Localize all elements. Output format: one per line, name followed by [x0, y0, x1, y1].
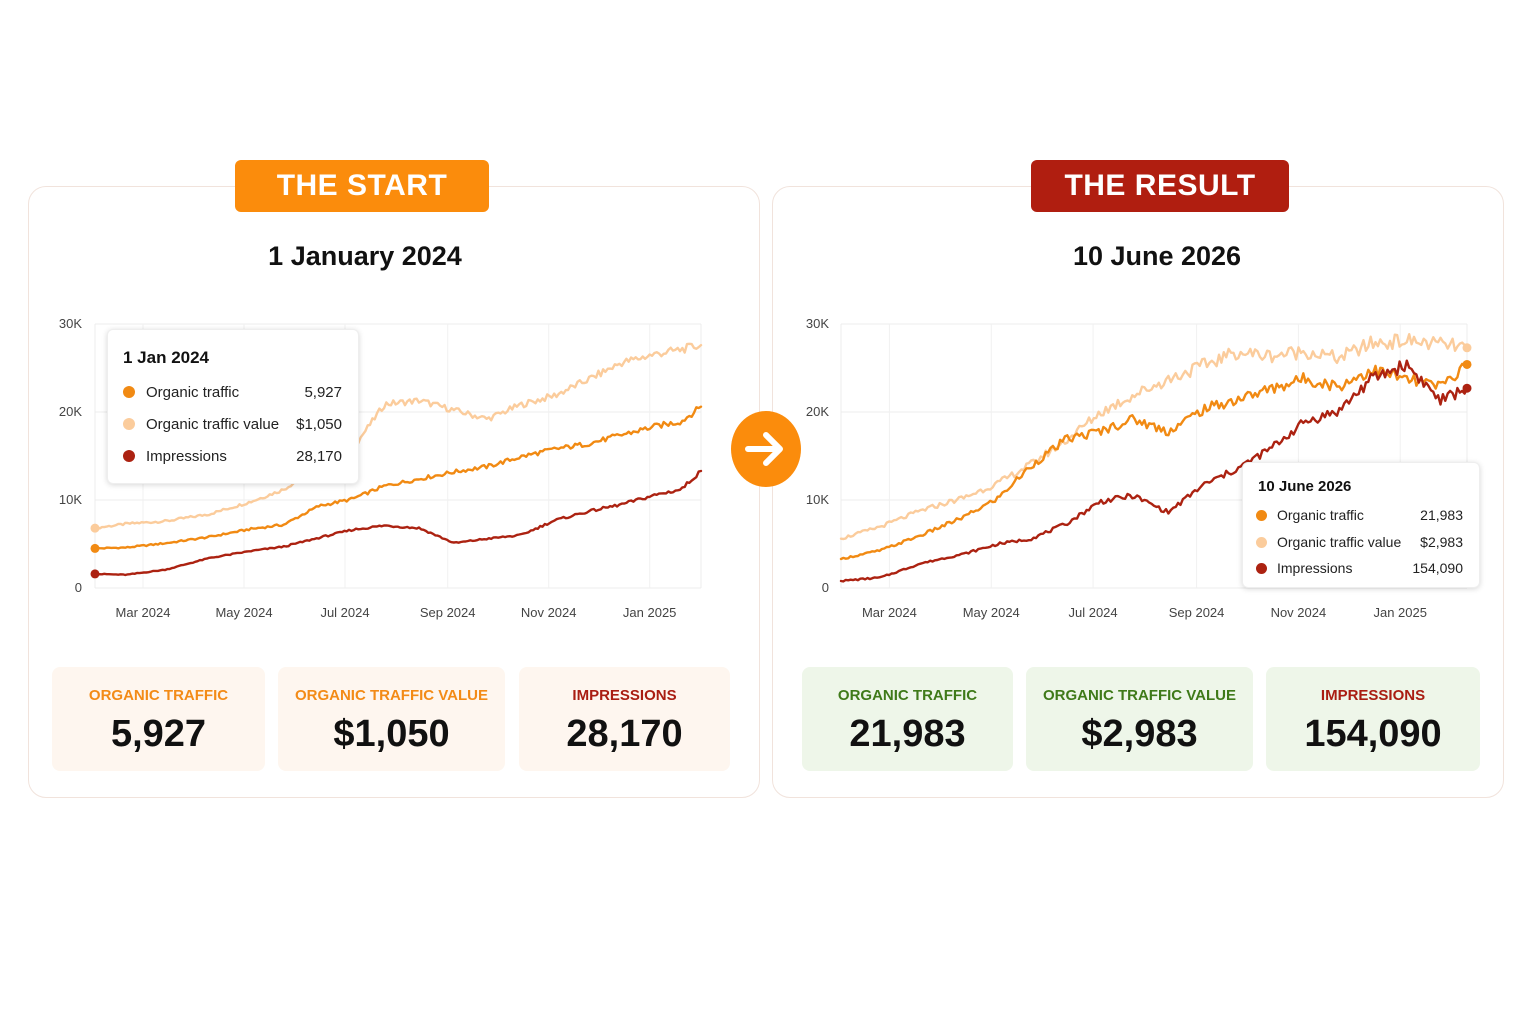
tooltip-value: 154,090 — [1412, 560, 1463, 576]
result-y-tick-label: 0 — [822, 580, 829, 595]
start-banner: THE START — [235, 160, 489, 212]
start-y-tick-label: 10K — [59, 492, 82, 507]
organic-traffic-value-dot-icon — [1256, 536, 1267, 548]
result-x-tick-label: Mar 2024 — [862, 605, 917, 620]
result-series-line-impressions — [839, 359, 1469, 583]
start-y-tick-label: 30K — [59, 316, 82, 331]
result-y-tick-label: 20K — [806, 404, 829, 419]
tooltip-value: 5,927 — [304, 383, 342, 401]
result-x-tick-label: Jan 2025 — [1373, 605, 1427, 620]
tooltip-value: $1,050 — [296, 415, 342, 433]
stat-label: ORGANIC TRAFFIC VALUE — [294, 687, 489, 704]
result-series-point-impressions — [1462, 383, 1472, 393]
tooltip-date: 1 Jan 2024 — [123, 348, 210, 367]
start-y-tick-label: 0 — [75, 580, 82, 595]
stat-value: $1,050 — [333, 713, 450, 755]
result-series-line-organic-traffic — [839, 362, 1469, 561]
result-series-point-organic-traffic-value — [1462, 343, 1472, 353]
result-series-line-organic-traffic-value — [839, 333, 1469, 541]
result-banner: THE RESULT — [1031, 160, 1289, 212]
organic-traffic-value-dot-icon — [123, 418, 135, 430]
impressions-dot-icon — [1256, 562, 1267, 574]
result-x-tick-label: May 2024 — [963, 605, 1020, 620]
tooltip-label: Impressions — [146, 447, 227, 465]
start-x-tick-label: May 2024 — [215, 605, 272, 620]
start-series-point-impressions — [90, 569, 100, 579]
stat-label: IMPRESSIONS — [572, 687, 677, 704]
result-date-title: 10 June 2026 — [1072, 241, 1242, 271]
tooltip-value: 28,170 — [296, 447, 342, 465]
start-series-line-organic-traffic-value — [93, 342, 703, 530]
stat-value: 28,170 — [566, 713, 683, 755]
start-stat-organic-traffic-value: ORGANIC TRAFFIC VALUE $1,050 — [278, 667, 505, 771]
stat-value: $2,983 — [1081, 713, 1198, 755]
tooltip-value: $2,983 — [1420, 534, 1463, 550]
result-stat-impressions: IMPRESSIONS 154,090 — [1266, 667, 1480, 771]
result-stat-organic-traffic-value: ORGANIC TRAFFIC VALUE $2,983 — [1026, 667, 1253, 771]
tooltip-label: Organic traffic — [146, 383, 240, 401]
result-y-tick-label: 30K — [806, 316, 829, 331]
tooltip-row-organic-traffic-value: Organic traffic value $2,983 — [1256, 533, 1463, 551]
result-series-point-organic-traffic — [1462, 359, 1472, 369]
tooltip-value: 21,983 — [1420, 507, 1463, 523]
result-x-tick-label: Nov 2024 — [1271, 605, 1327, 620]
tooltip-row-organic-traffic: Organic traffic 21,983 — [1256, 506, 1463, 524]
result-x-tick-label: Jul 2024 — [1068, 605, 1117, 620]
stat-label: ORGANIC TRAFFIC — [88, 687, 229, 704]
start-date-title: 1 January 2024 — [268, 241, 462, 271]
tooltip-label: Organic traffic value — [1277, 534, 1402, 550]
tooltip-row-impressions: Impressions 154,090 — [1256, 559, 1463, 577]
tooltip-row-organic-traffic-value: Organic traffic value $1,050 — [123, 414, 342, 434]
start-series-point-organic-traffic-value — [90, 523, 100, 533]
result-stat-organic-traffic: ORGANIC TRAFFIC 21,983 — [802, 667, 1013, 771]
arrow-button — [731, 411, 801, 487]
start-x-tick-label: Jul 2024 — [320, 605, 369, 620]
stat-value: 5,927 — [110, 713, 207, 755]
start-stat-organic-traffic: ORGANIC TRAFFIC 5,927 — [52, 667, 265, 771]
start-series-line-impressions — [93, 469, 703, 577]
stat-label: IMPRESSIONS — [1320, 687, 1426, 704]
start-series-line-organic-traffic — [93, 405, 703, 550]
result-chart-tooltip: 10 June 2026 Organic traffic 21,983 Orga… — [1242, 462, 1480, 588]
start-x-tick-label: Nov 2024 — [521, 605, 577, 620]
organic-traffic-dot-icon — [1256, 509, 1267, 521]
tooltip-row-impressions: Impressions 28,170 — [123, 446, 342, 466]
start-x-tick-label: Sep 2024 — [420, 605, 476, 620]
start-x-tick-label: Jan 2025 — [623, 605, 677, 620]
impressions-dot-icon — [123, 450, 135, 462]
tooltip-label: Organic traffic value — [146, 415, 280, 433]
result-x-tick-label: Sep 2024 — [1169, 605, 1225, 620]
tooltip-label: Impressions — [1277, 560, 1353, 576]
tooltip-row-organic-traffic: Organic traffic 5,927 — [123, 382, 342, 402]
organic-traffic-dot-icon — [123, 386, 135, 398]
tooltip-label: Organic traffic — [1277, 507, 1364, 523]
stat-label: ORGANIC TRAFFIC VALUE — [1042, 687, 1237, 704]
stat-value: 154,090 — [1304, 713, 1442, 755]
start-x-tick-label: Mar 2024 — [116, 605, 171, 620]
start-stat-impressions: IMPRESSIONS 28,170 — [519, 667, 730, 771]
arrow-right-icon — [745, 432, 783, 466]
start-y-tick-label: 20K — [59, 404, 82, 419]
start-chart-tooltip: 1 Jan 2024 Organic traffic 5,927 Organic… — [107, 329, 359, 484]
stat-label: ORGANIC TRAFFIC — [837, 687, 978, 704]
tooltip-date: 10 June 2026 — [1258, 478, 1352, 495]
result-y-tick-label: 10K — [806, 492, 829, 507]
stat-value: 21,983 — [849, 713, 966, 755]
start-series-point-organic-traffic — [90, 543, 100, 553]
